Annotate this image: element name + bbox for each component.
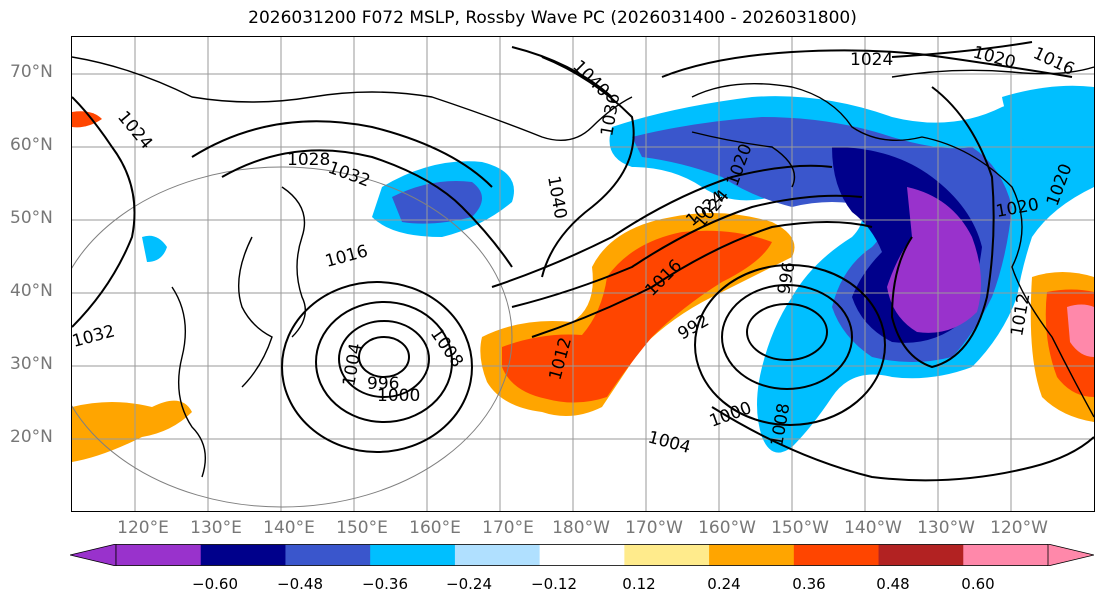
lon-label-150e: 150°E	[336, 518, 388, 538]
isobar-label: 996	[774, 260, 799, 295]
colorbar-extend-high	[1047, 544, 1094, 566]
colorbar-tick: −0.24	[446, 575, 492, 593]
lon-label-170e: 170°E	[482, 518, 534, 538]
map-title: 2026031200 F072 MSLP, Rossby Wave PC (20…	[248, 8, 857, 28]
lat-label-70n: 70°N	[10, 62, 53, 82]
colorbar-segment	[624, 544, 710, 566]
isobar-label: 1028	[287, 150, 330, 170]
lon-label-120e: 120°E	[117, 518, 169, 538]
colorbar-segments	[116, 544, 1049, 566]
colorbar	[70, 544, 1094, 566]
lon-label-170w: 170°W	[625, 518, 683, 538]
coastlines	[72, 56, 1094, 478]
lon-label-120w: 120°W	[990, 518, 1048, 538]
colorbar-tick: −0.60	[192, 575, 238, 593]
isobar-label: 1032	[325, 158, 372, 192]
lat-label-50n: 50°N	[10, 208, 53, 228]
graticule	[72, 37, 1094, 511]
colorbar-outline	[115, 544, 1049, 566]
lon-label-160w: 160°W	[698, 518, 756, 538]
colorbar-segment	[116, 544, 202, 566]
colorbar-tick: −0.48	[277, 575, 323, 593]
negative-anomaly-shading	[142, 85, 1094, 453]
colorbar-tick: 0.48	[876, 575, 910, 593]
colorbar-tick: −0.36	[362, 575, 408, 593]
isobar-label: 1016	[323, 241, 370, 272]
lon-label-140w: 140°W	[844, 518, 902, 538]
isobar-label: 1000	[377, 386, 420, 406]
lat-label-40n: 40°N	[10, 281, 53, 301]
isobar-label: 996	[367, 374, 399, 394]
isobar-label: 1024	[850, 50, 893, 70]
colorbar-segment	[454, 544, 541, 566]
map-panel: 1024 1028 1032 1016 1020 1024 1020 1016 …	[71, 36, 1095, 512]
colorbar-segment	[793, 544, 880, 566]
colorbar-segment	[200, 544, 286, 566]
isobar-label: 1004	[339, 342, 366, 388]
isobars	[72, 41, 1094, 482]
lat-label-30n: 30°N	[10, 354, 53, 374]
colorbar-segment	[285, 544, 371, 566]
colorbar-segment	[370, 544, 456, 566]
colorbar-segment	[539, 544, 625, 566]
positive-anomaly-shading	[72, 111, 1094, 462]
colorbar-segment	[878, 544, 964, 566]
colorbar-extend-low	[70, 544, 117, 566]
lon-label-130w: 130°W	[917, 518, 975, 538]
lon-label-160e: 160°E	[409, 518, 461, 538]
isobar-label: 1008	[426, 324, 467, 371]
lat-label-60n: 60°N	[10, 135, 53, 155]
lon-label-130e: 130°E	[190, 518, 242, 538]
lat-label-20n: 20°N	[10, 427, 53, 447]
lon-label-140e: 140°E	[263, 518, 315, 538]
colorbar-segment	[709, 544, 795, 566]
colorbar-tick: 0.60	[961, 575, 995, 593]
colorbar-tick: 0.36	[792, 575, 826, 593]
isobar-label: 1032	[72, 321, 117, 352]
map-svg: 1024 1028 1032 1016 1020 1024 1020 1016 …	[72, 37, 1094, 511]
colorbar-tick: 0.12	[622, 575, 656, 593]
lon-label-180w: 180°W	[552, 518, 610, 538]
isobar-label: 992	[675, 311, 713, 345]
isobar-label: 1040	[543, 174, 570, 220]
colorbar-tick: −0.12	[531, 575, 577, 593]
colorbar-segment	[963, 544, 1049, 566]
isobar-label: 1004	[646, 428, 693, 459]
lon-label-150w: 150°W	[771, 518, 829, 538]
colorbar-tick: 0.24	[707, 575, 741, 593]
